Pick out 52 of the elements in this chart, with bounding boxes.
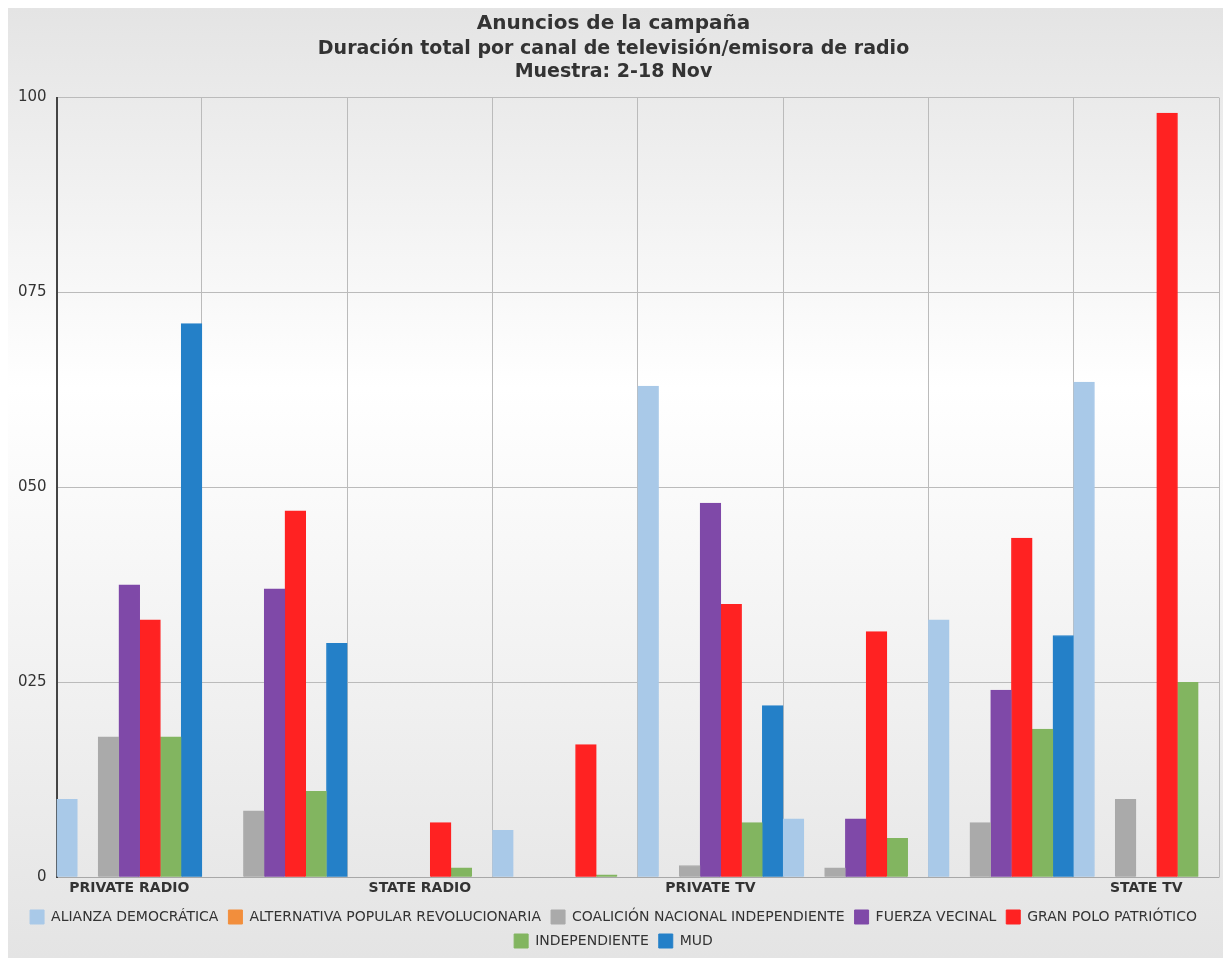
bar — [1031, 728, 1054, 877]
bar — [305, 791, 327, 877]
bar — [139, 619, 161, 877]
bar — [969, 822, 992, 877]
bar — [865, 631, 888, 877]
y-tick-label: 100 — [17, 87, 47, 106]
bar — [928, 619, 950, 877]
bar — [263, 588, 286, 877]
bar — [160, 736, 182, 877]
bar — [97, 736, 120, 877]
y-tick-label: 025 — [17, 672, 47, 691]
x-tick-label: PRIVATE RADIO — [69, 879, 190, 896]
bar — [284, 510, 307, 877]
x-tick-label: STATE RADIO — [368, 879, 472, 896]
legend-label: FUERZA VECINAL — [875, 907, 997, 924]
bar — [1156, 112, 1178, 877]
legend-label: ALIANZA DEMOCRÁTICA — [51, 907, 219, 924]
legend-label: GRAN POLO PATRIÓTICO — [1027, 906, 1197, 924]
bar — [1073, 381, 1095, 877]
legend-label: ALTERNATIVA POPULAR REVOLUCIONARIA — [249, 907, 542, 924]
bar — [492, 830, 514, 877]
bar — [575, 744, 597, 877]
bar — [429, 822, 452, 877]
bar — [56, 798, 78, 877]
bar — [782, 818, 805, 877]
y-tick-label: 075 — [17, 282, 47, 301]
bar — [243, 810, 265, 877]
bar — [1052, 635, 1075, 877]
chart-title: Anuncios de la campaña — [476, 10, 751, 35]
bar — [180, 323, 203, 877]
bar — [637, 385, 659, 877]
bar — [762, 705, 784, 877]
legend-label: COALICIÓN NACIONAL INDEPENDIENTE — [572, 906, 845, 924]
bar — [326, 642, 348, 877]
bar — [720, 604, 742, 877]
x-tick-label: PRIVATE TV — [665, 879, 756, 896]
x-tick-label: STATE TV — [1110, 879, 1183, 896]
bar — [1114, 798, 1137, 877]
bar — [118, 584, 140, 877]
legend-label: INDEPENDIENTE — [535, 931, 649, 948]
legend-label: MUD — [679, 931, 713, 948]
bar — [699, 502, 722, 877]
bar — [1177, 681, 1199, 877]
y-tick-label: 0 — [37, 867, 47, 886]
bar — [1011, 537, 1033, 877]
bar — [741, 822, 763, 877]
bar — [990, 689, 1012, 877]
chart-subtitle: Duración total por canal de televisión/emisora de radio Muestra: 2-18 Nov — [317, 36, 910, 82]
bar — [679, 865, 701, 877]
y-tick-label: 050 — [17, 477, 47, 496]
bar — [845, 818, 867, 877]
bar — [886, 837, 908, 877]
